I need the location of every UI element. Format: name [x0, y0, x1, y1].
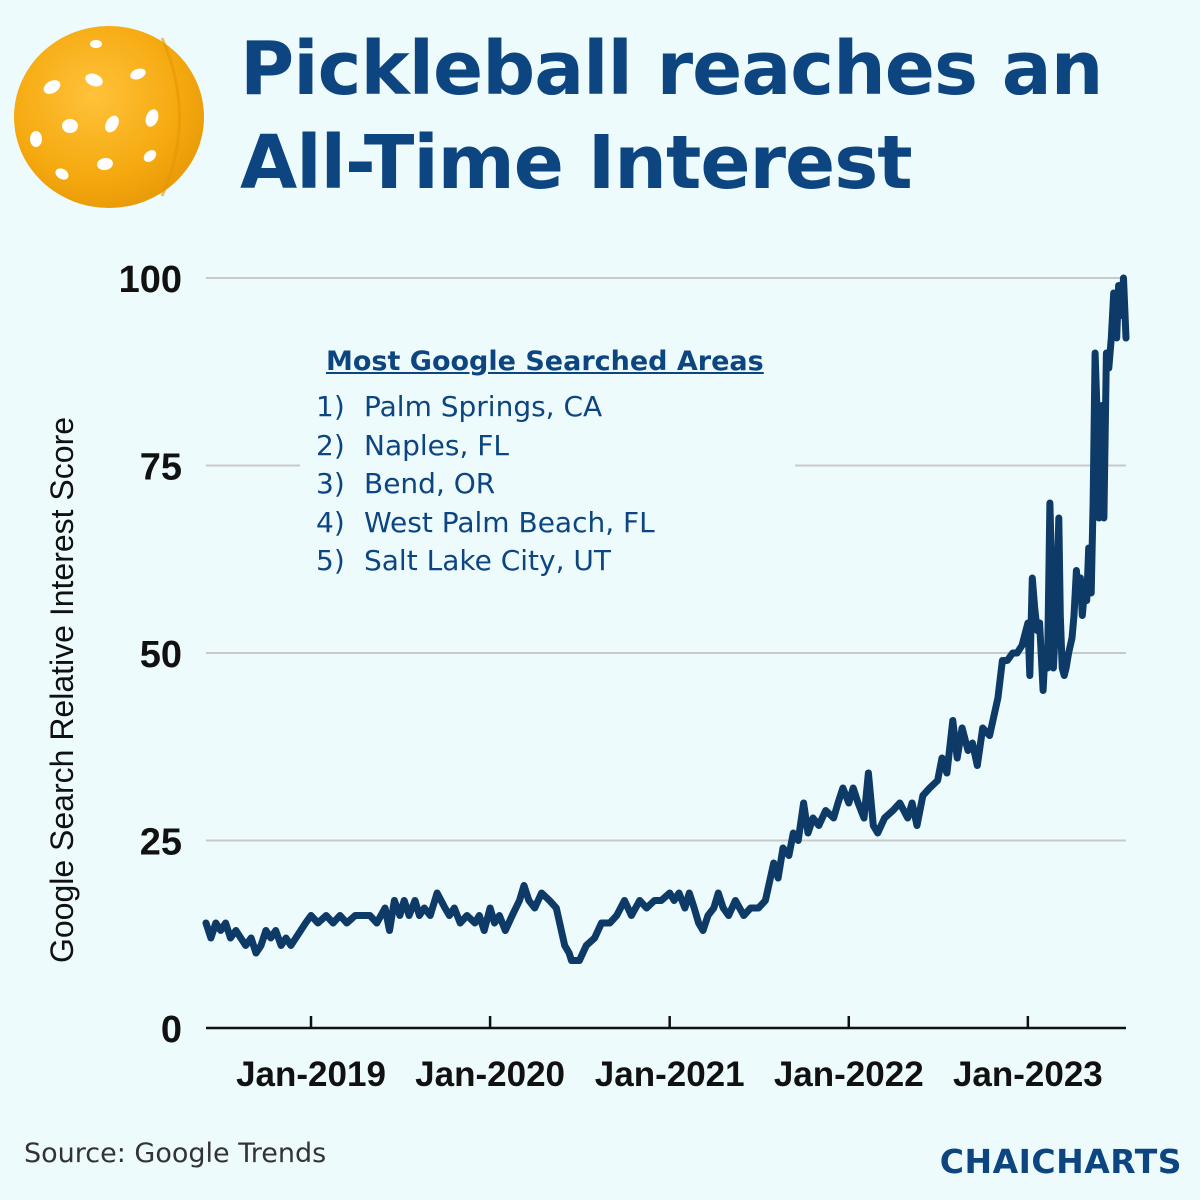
x-tick-label: Jan-2020 — [415, 1055, 565, 1094]
legend-item-name: Palm Springs, CA — [364, 390, 603, 423]
legend-item-name: Bend, OR — [364, 467, 496, 500]
legend-item-name: West Palm Beach, FL — [364, 505, 655, 539]
legend-title: Most Google Searched Areas — [326, 346, 764, 377]
y-tick-label: 25 — [140, 822, 182, 864]
legend-item-number: 2) — [316, 428, 345, 462]
brand-logo-text: CHAICHARTS — [939, 1142, 1182, 1181]
legend-list: 1) Palm Springs, CA 2) Naples, FL 3) Bend, … — [316, 388, 655, 581]
y-axis-label: Google Search Relative Interest Score — [44, 417, 80, 963]
x-tick-labels: Jan-2019 Jan-2020 Jan-2021 Jan-2022 Jan-2023 — [236, 1055, 1103, 1094]
legend-item: 3) Bend, OR — [316, 465, 655, 504]
legend-item: 2) Naples, FL — [316, 427, 655, 466]
legend-item: 4) West Palm Beach, FL — [316, 504, 655, 543]
x-tick-label: Jan-2022 — [774, 1055, 924, 1094]
source-note: Source: Google Trends — [24, 1138, 327, 1169]
y-tick-label: 0 — [161, 1009, 182, 1051]
legend-item-name: Naples, FL — [364, 428, 509, 462]
title-line-2: All-Time Interest — [240, 120, 913, 206]
legend-box — [300, 340, 795, 590]
legend-item-number: 4) — [316, 505, 345, 539]
legend-item: 1) Palm Springs, CA — [316, 388, 655, 427]
title-line-1: Pickleball reaches an — [240, 26, 1103, 112]
y-tick-label: 100 — [119, 259, 182, 301]
page-title: Pickleball reaches an All-Time Interest — [240, 22, 1180, 210]
legend-item-name: Salt Lake City, UT — [364, 544, 611, 577]
series-line — [202, 274, 1130, 964]
legend-item-number: 1) — [316, 390, 345, 423]
legend-item: 5) Salt Lake City, UT — [316, 542, 655, 581]
legend-item-number: 3) — [316, 467, 345, 500]
x-tick-label: Jan-2019 — [236, 1055, 386, 1094]
axes — [206, 1016, 1126, 1030]
series-group — [202, 274, 1130, 964]
y-tick-label: 50 — [140, 634, 182, 676]
y-tick-label: 75 — [140, 447, 182, 489]
x-tick-label: Jan-2023 — [953, 1055, 1103, 1094]
y-tick-labels: 0 25 50 75 100 — [119, 259, 182, 1051]
pickleball-icon — [14, 26, 204, 208]
legend-item-number: 5) — [316, 544, 345, 577]
x-tick-label: Jan-2021 — [595, 1055, 745, 1094]
